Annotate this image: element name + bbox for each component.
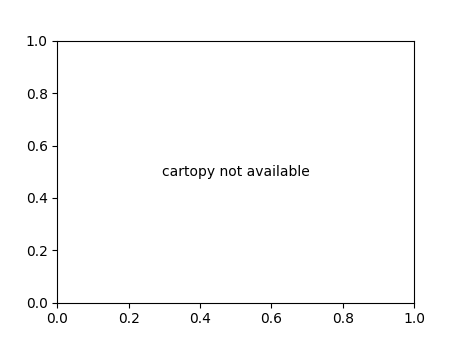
Text: cartopy not available: cartopy not available: [162, 165, 309, 179]
